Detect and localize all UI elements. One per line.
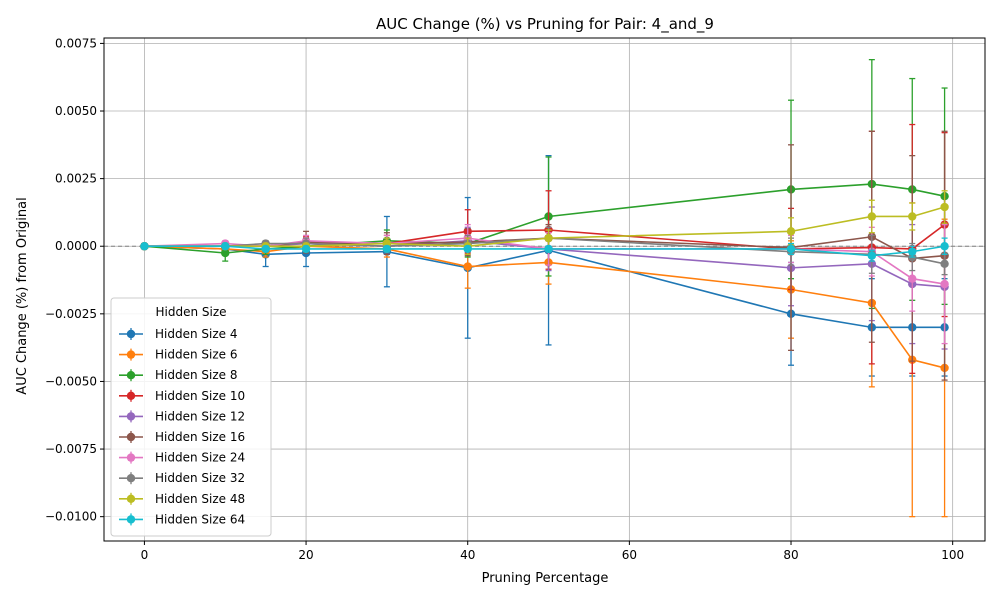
x-tick-label: 40 [460,548,475,562]
y-tick-label: 0.0075 [55,36,97,50]
legend-label: Hidden Size 48 [155,492,245,506]
data-point [140,242,149,251]
data-point [221,248,230,258]
data-point [908,247,917,256]
legend-item: Hidden Size 48 [119,492,245,506]
data-point [463,244,472,254]
y-tick-label: −0.0025 [45,307,97,321]
series-10 [140,237,949,262]
y-tick-label: 0.0050 [55,104,97,118]
legend-item: Hidden Size 16 [119,430,245,444]
legend-label: Hidden Size 6 [155,348,237,362]
legend-label: Hidden Size 32 [155,471,245,485]
legend-label: Hidden Size 8 [155,368,237,382]
legend-label: Hidden Size 12 [155,409,245,423]
legend-item: Hidden Size 64 [119,512,245,526]
x-tick-label: 0 [141,548,149,562]
data-point [261,244,270,254]
y-tick-label: −0.0100 [45,510,97,524]
y-tick-label: 0.0000 [55,239,97,253]
data-point [940,202,949,212]
data-point [221,242,230,251]
legend-swatch-marker [126,494,136,503]
data-point [908,212,917,221]
legend-label: Hidden Size 24 [155,451,245,465]
y-tick-label: 0.0025 [55,172,97,186]
legend-label: Hidden Size 64 [155,512,245,526]
data-point [301,244,311,254]
plot-frame [103,37,986,542]
data-point [463,262,472,271]
legend-item: Hidden Size 24 [119,451,245,465]
legend: Hidden Size Hidden Size 4 Hidden Size 6 Hid… [110,297,272,537]
legend-swatch-marker [126,350,136,359]
legend-item: Hidden Size 6 [119,348,237,362]
data-point [940,242,949,251]
y-tick-label: −0.0075 [45,442,97,456]
legend-swatch-marker [126,371,136,380]
legend-item: Hidden Size 8 [119,368,237,382]
legend-swatch-marker [126,453,136,462]
legend-swatch-marker [126,432,136,442]
y-axis: −0.0100 −0.0075 −0.0050 −0.0025 0.0000 0.0025… [45,36,104,524]
x-axis-label: Pruning Percentage [482,571,609,586]
legend-title: Hidden Size [155,305,226,319]
data-point [867,212,877,221]
y-tick-label: −0.0050 [45,374,97,388]
legend-item: Hidden Size 10 [119,389,245,403]
legend-swatch-marker [126,391,136,400]
data-point [786,227,796,236]
x-tick-label: 100 [941,548,964,562]
data-point [940,259,949,269]
x-tick-label: 20 [298,548,313,562]
legend-item: Hidden Size 4 [119,327,237,341]
legend-label: Hidden Size 4 [155,327,237,341]
data-point [382,244,392,254]
data-point [786,244,796,254]
legend-swatch-marker [126,412,136,421]
data-point [544,233,553,243]
legend-label: Hidden Size 16 [155,430,245,444]
data-point [940,279,949,289]
legend-item: Hidden Size 12 [119,409,245,423]
legend-label: Hidden Size 10 [155,389,245,403]
y-axis-label: AUC Change (%) from Original [15,197,30,394]
legend-swatch-marker [126,515,136,524]
x-tick-label: 80 [783,548,798,562]
series-layer [140,58,949,518]
data-point [544,244,553,254]
legend-item: Hidden Size 32 [119,471,245,485]
legend-swatch-marker [126,329,136,339]
data-point [908,274,917,283]
legend-swatch-marker [126,474,136,483]
legend-box [110,297,272,537]
x-tick-label: 60 [622,548,637,562]
data-point [867,251,877,260]
x-axis: 0 20 40 60 80 100 [141,541,964,562]
chart-title: AUC Change (%) vs Pruning for Pair: 4_an… [376,15,714,34]
